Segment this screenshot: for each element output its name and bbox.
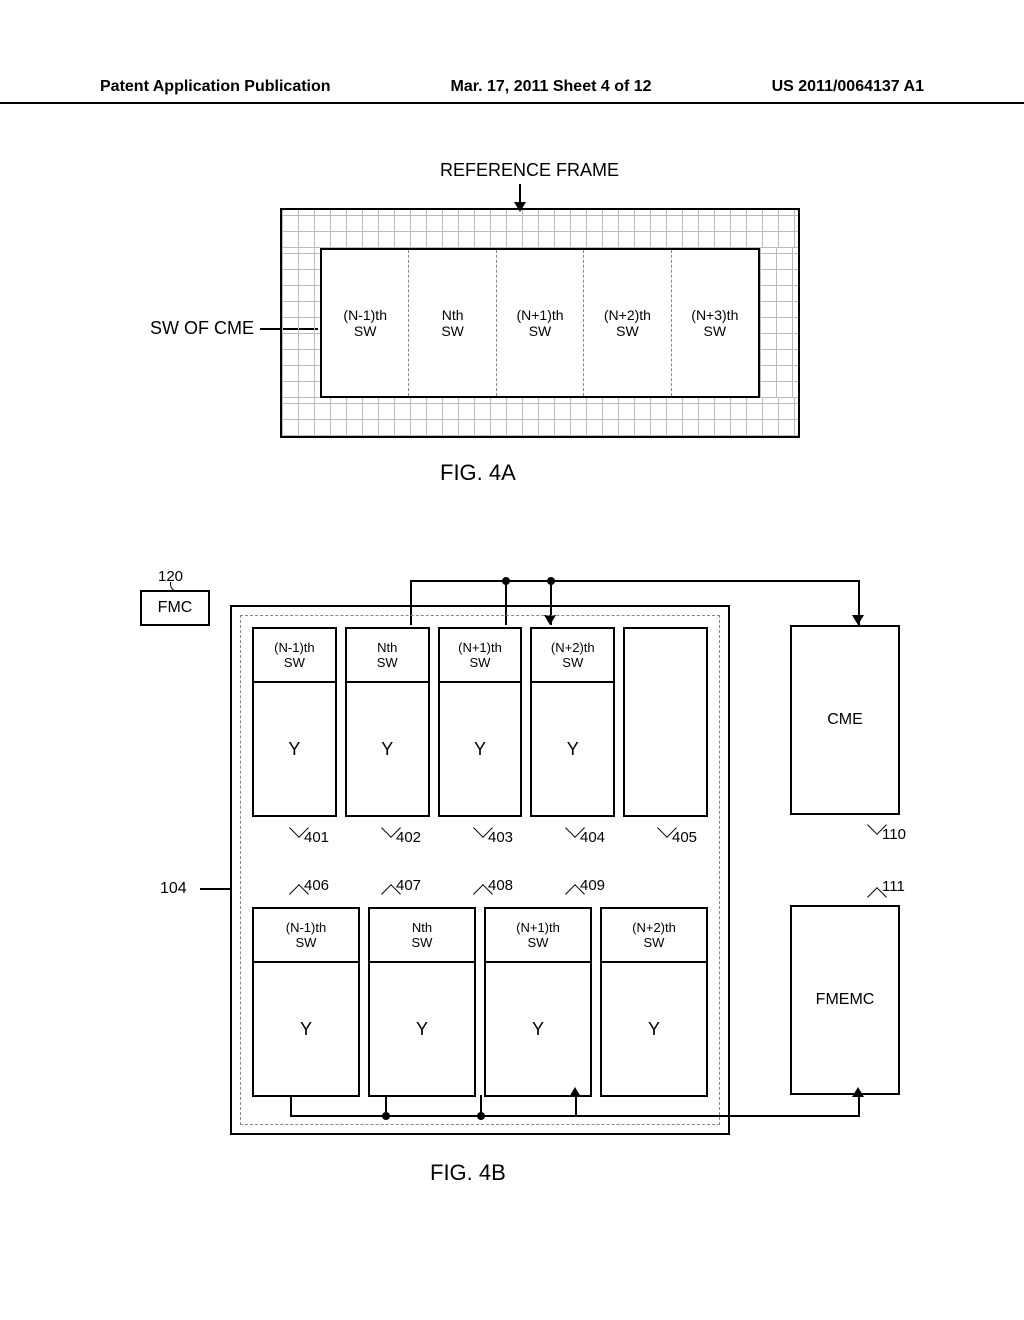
sw-column: (N+2)th SW [584,250,671,396]
bus-line [858,1095,860,1117]
ref-number: 403 [488,829,513,846]
hatch-region [760,248,798,398]
sw-column-label: (N+3)th SW [691,307,738,339]
sw-column: (N+3)th SW [672,250,758,396]
bus-junction-dot [547,577,555,585]
hatch-region [282,248,320,398]
memory-cell: Nth SW Y [345,627,430,817]
cell-body: Y [440,683,521,815]
fmemc-label: FMEMC [816,991,875,1009]
sw-column-label: Nth SW [441,307,464,339]
memory-cell: (N+1)th SW Y [484,907,592,1097]
arrowhead-icon [852,615,864,625]
top-row: (N-1)th SW Y Nth SW Y (N+1)th SW Y (N+2)… [252,627,708,817]
arrowhead-icon [852,1087,864,1097]
figure-4a: REFERENCE FRAME SW OF CME (N-1)th SW Nth… [160,160,880,520]
cell-header: (N-1)th SW [254,909,358,963]
cell-body: Y [370,963,474,1095]
sw-column: (N-1)th SW [322,250,409,396]
hatch-region [282,210,798,248]
sw-column-label: (N+2)th SW [604,307,651,339]
page-header: Patent Application Publication Mar. 17, … [0,78,1024,104]
hatch-region [282,398,798,436]
group-ref-number: 104 [160,880,187,898]
bus-junction-dot [477,1112,485,1120]
sw-column-label: (N-1)th SW [343,307,387,339]
memory-group-box: (N-1)th SW Y Nth SW Y (N+1)th SW Y (N+2)… [230,605,730,1135]
memory-cell: Nth SW Y [368,907,476,1097]
header-right: US 2011/0064137 A1 [772,78,924,96]
cell-body [625,683,706,815]
sw-of-cme-label: SW OF CME [150,318,254,339]
sw-column: (N+1)th SW [497,250,584,396]
sw-column: Nth SW [409,250,496,396]
ref-number: 408 [488,877,513,894]
ref-number: 409 [580,877,605,894]
cell-body: Y [254,963,358,1095]
arrowhead-icon [569,1087,581,1097]
bus-line [410,580,860,582]
cell-body: Y [532,683,613,815]
memory-cell: (N-1)th SW Y [252,907,360,1097]
cell-body: Y [486,963,590,1095]
fmemc-box: FMEMC [790,905,900,1095]
cell-header: Nth SW [370,909,474,963]
cell-body: Y [347,683,428,815]
ref-number: 405 [672,829,697,846]
cell-body: Y [602,963,706,1095]
cell-header: (N+1)th SW [486,909,590,963]
bus-line [575,1095,577,1117]
header-center: Mar. 17, 2011 Sheet 4 of 12 [451,78,652,96]
group-ref-leader [200,888,230,890]
cell-body: Y [254,683,335,815]
bottom-row: (N-1)th SW Y Nth SW Y (N+1)th SW Y (N+2)… [252,907,708,1097]
ref-number: 402 [396,829,421,846]
cell-header: (N-1)th SW [254,629,335,683]
ref-number: 110 [882,826,906,843]
ref-number: 404 [580,829,605,846]
search-window-row: (N-1)th SW Nth SW (N+1)th SW (N+2)th SW … [320,248,760,398]
ref-number: 406 [304,877,329,894]
ref-number: 401 [304,829,329,846]
fmc-label: FMC [158,599,193,617]
cme-box: CME [790,625,900,815]
fmc-box: FMC [140,590,210,626]
cme-label: CME [827,711,863,729]
memory-cell: (N+1)th SW Y [438,627,523,817]
reference-frame-label: REFERENCE FRAME [440,160,619,181]
memory-cell: (N+2)th SW Y [530,627,615,817]
ref-number: 111 [882,878,905,895]
cell-header [625,629,706,683]
memory-cell: (N-1)th SW Y [252,627,337,817]
ref-number: 407 [396,877,421,894]
sw-column-label: (N+1)th SW [516,307,563,339]
cell-header: (N+1)th SW [440,629,521,683]
bus-line [290,1095,292,1117]
cell-header: (N+2)th SW [532,629,613,683]
figure-4b: 120 FMC 104 (N-1)th SW Y Nth SW Y (N+1)t… [110,560,910,1200]
memory-cell: (N+2)th SW Y [600,907,708,1097]
figure-4b-caption: FIG. 4B [430,1160,506,1186]
cell-header: (N+2)th SW [602,909,706,963]
cell-header: Nth SW [347,629,428,683]
header-left: Patent Application Publication [100,78,331,96]
figure-4a-caption: FIG. 4A [440,460,516,486]
bus-junction-dot [502,577,510,585]
reference-frame-box: (N-1)th SW Nth SW (N+1)th SW (N+2)th SW … [280,208,800,438]
memory-cell-empty [623,627,708,817]
bus-junction-dot [382,1112,390,1120]
